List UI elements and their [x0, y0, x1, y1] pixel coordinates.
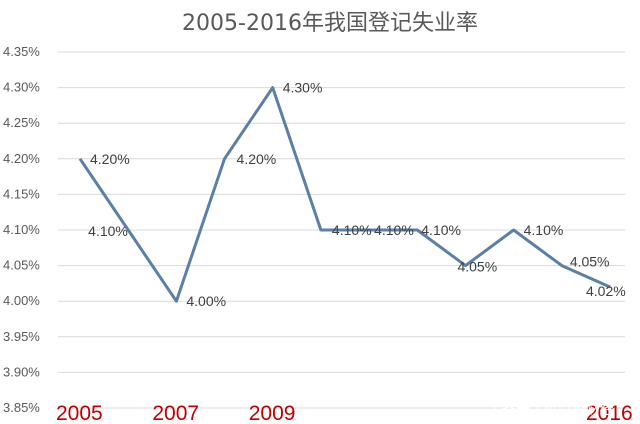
y-tick-label: 3.95%	[3, 329, 40, 344]
y-tick-label: 4.15%	[3, 186, 40, 201]
watermark-text: 头条号 / 小白谈财经	[488, 401, 614, 418]
y-tick-label: 4.30%	[3, 80, 40, 95]
data-label: 4.20%	[237, 151, 277, 167]
data-label: 4.00%	[186, 293, 226, 309]
x-year-annotation: 2009	[249, 402, 296, 424]
y-tick-label: 4.10%	[3, 222, 40, 237]
y-axis-ticks: 3.85% 3.90% 3.95% 4.00% 4.05% 4.10% 4.15% 4.20%…	[3, 44, 40, 415]
y-tick-label: 3.90%	[3, 364, 40, 379]
x-year-annotation: 2016	[586, 402, 633, 424]
y-tick-label: 4.20%	[3, 151, 40, 166]
x-year-annotations: 2005 2007 2009 2016	[56, 402, 633, 424]
y-tick-label: 4.05%	[3, 258, 40, 273]
y-tick-label: 4.25%	[3, 115, 40, 130]
chart-title: 2005-2016年我国登记失业率	[182, 11, 478, 36]
data-label: 4.05%	[570, 254, 610, 270]
y-tick-label: 3.85%	[3, 400, 40, 415]
data-label: 4.02%	[586, 283, 626, 299]
data-label: 4.10%	[421, 222, 461, 238]
data-label: 4.10%	[332, 222, 372, 238]
data-label: 4.20%	[90, 151, 130, 167]
data-label: 4.05%	[457, 259, 497, 275]
series-layer	[78, 86, 611, 303]
y-tick-label: 4.00%	[3, 293, 40, 308]
x-year-annotation: 2005	[56, 402, 103, 424]
series-line	[78, 86, 611, 303]
data-label: 4.10%	[374, 222, 414, 238]
data-labels: 4.20%4.10%4.00%4.20%4.30%4.10% 4.10% 4.10%…	[88, 80, 626, 310]
x-year-annotation: 2007	[152, 402, 199, 424]
data-label: 4.30%	[283, 80, 323, 96]
data-label: 4.10%	[88, 223, 128, 239]
data-label: 4.10%	[524, 222, 564, 238]
y-tick-label: 4.35%	[3, 44, 40, 59]
